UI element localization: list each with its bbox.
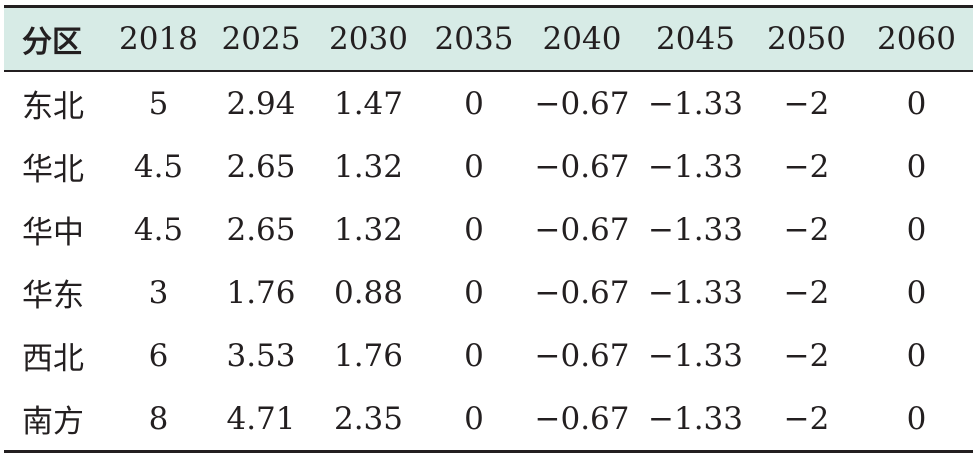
column-header-2050: 2050 — [767, 21, 846, 57]
value-cell: 0 — [906, 148, 927, 185]
value-cell: 2.35 — [333, 400, 404, 437]
value-cell: 6 — [148, 337, 169, 374]
value-cell: −1.33 — [648, 274, 743, 311]
value-cell: −1.33 — [648, 337, 743, 374]
value-cell: 0 — [906, 274, 927, 311]
column-header-2035: 2035 — [434, 21, 514, 57]
value-cell: 3.53 — [226, 337, 296, 374]
column-header-2040: 2040 — [542, 21, 622, 57]
table-header-rule — [4, 70, 973, 72]
value-cell: −2 — [783, 211, 830, 248]
value-cell: −0.67 — [534, 148, 630, 185]
region-cell: 华中 — [22, 215, 84, 251]
value-cell: −1.33 — [648, 400, 743, 437]
data-table-container: 分区 2018 2025 2030 2035 2040 2045 2050 20… — [4, 5, 973, 453]
region-cell: 西北 — [22, 341, 84, 377]
value-cell: −2 — [783, 274, 830, 311]
value-cell: −0.67 — [534, 337, 630, 374]
value-cell: −0.67 — [534, 274, 630, 311]
table-row: 华中 4.5 2.65 1.32 0 −0.67 −1.33 −2 0 — [4, 198, 973, 261]
value-cell: 0 — [464, 400, 484, 437]
column-header-2025: 2025 — [221, 21, 301, 57]
column-header-2018: 2018 — [119, 21, 198, 57]
region-cell: 华东 — [22, 278, 84, 314]
region-cell: 东北 — [22, 89, 84, 125]
value-cell: 1.32 — [333, 148, 404, 185]
value-cell: −1.33 — [648, 148, 743, 185]
value-cell: 1.47 — [333, 85, 404, 122]
table-header-row: 分区 2018 2025 2030 2035 2040 2045 2050 20… — [4, 8, 973, 70]
value-cell: −2 — [783, 400, 830, 437]
value-cell: 1.76 — [226, 274, 296, 311]
table-row: 东北 5 2.94 1.47 0 −0.67 −1.33 −2 0 — [4, 72, 973, 135]
region-cell: 南方 — [22, 404, 84, 440]
value-cell: 5 — [148, 85, 169, 122]
value-cell: 3 — [148, 274, 169, 311]
value-cell: 1.76 — [333, 337, 404, 374]
data-table-body: 东北 5 2.94 1.47 0 −0.67 −1.33 −2 0 华北 4.5… — [4, 72, 973, 450]
table-row: 华北 4.5 2.65 1.32 0 −0.67 −1.33 −2 0 — [4, 135, 973, 198]
value-cell: 0 — [464, 337, 484, 374]
value-cell: −0.67 — [534, 400, 630, 437]
value-cell: −1.33 — [648, 211, 743, 248]
value-cell: −2 — [783, 337, 830, 374]
value-cell: 4.5 — [133, 148, 184, 185]
value-cell: 4.5 — [133, 211, 184, 248]
value-cell: 2.65 — [226, 148, 296, 185]
value-cell: 0 — [906, 400, 927, 437]
data-table: 分区 2018 2025 2030 2035 2040 2045 2050 20… — [4, 8, 973, 70]
value-cell: 0 — [464, 274, 484, 311]
value-cell: 0 — [906, 211, 927, 248]
value-cell: 4.71 — [226, 400, 296, 437]
value-cell: 1.32 — [333, 211, 404, 248]
value-cell: −2 — [783, 85, 830, 122]
region-cell: 华北 — [22, 152, 84, 188]
value-cell: 0 — [906, 337, 927, 374]
value-cell: 0 — [464, 211, 484, 248]
value-cell: 2.65 — [226, 211, 296, 248]
column-header-region: 分区 — [22, 25, 82, 60]
value-cell: 0.88 — [333, 274, 404, 311]
value-cell: 0 — [464, 148, 484, 185]
column-header-2045: 2045 — [656, 21, 735, 57]
table-bottom-rule — [4, 450, 973, 453]
table-row: 西北 6 3.53 1.76 0 −0.67 −1.33 −2 0 — [4, 324, 973, 387]
value-cell: 0 — [464, 85, 484, 122]
value-cell: −1.33 — [648, 85, 743, 122]
value-cell: −2 — [783, 148, 830, 185]
value-cell: 8 — [148, 400, 169, 437]
column-header-2030: 2030 — [329, 21, 408, 57]
table-row: 华东 3 1.76 0.88 0 −0.67 −1.33 −2 0 — [4, 261, 973, 324]
table-row: 南方 8 4.71 2.35 0 −0.67 −1.33 −2 0 — [4, 387, 973, 450]
value-cell: 2.94 — [226, 85, 296, 122]
value-cell: 0 — [906, 85, 927, 122]
value-cell: −0.67 — [534, 211, 630, 248]
column-header-2060: 2060 — [877, 21, 956, 57]
table-top-rule — [4, 5, 973, 8]
value-cell: −0.67 — [534, 85, 630, 122]
